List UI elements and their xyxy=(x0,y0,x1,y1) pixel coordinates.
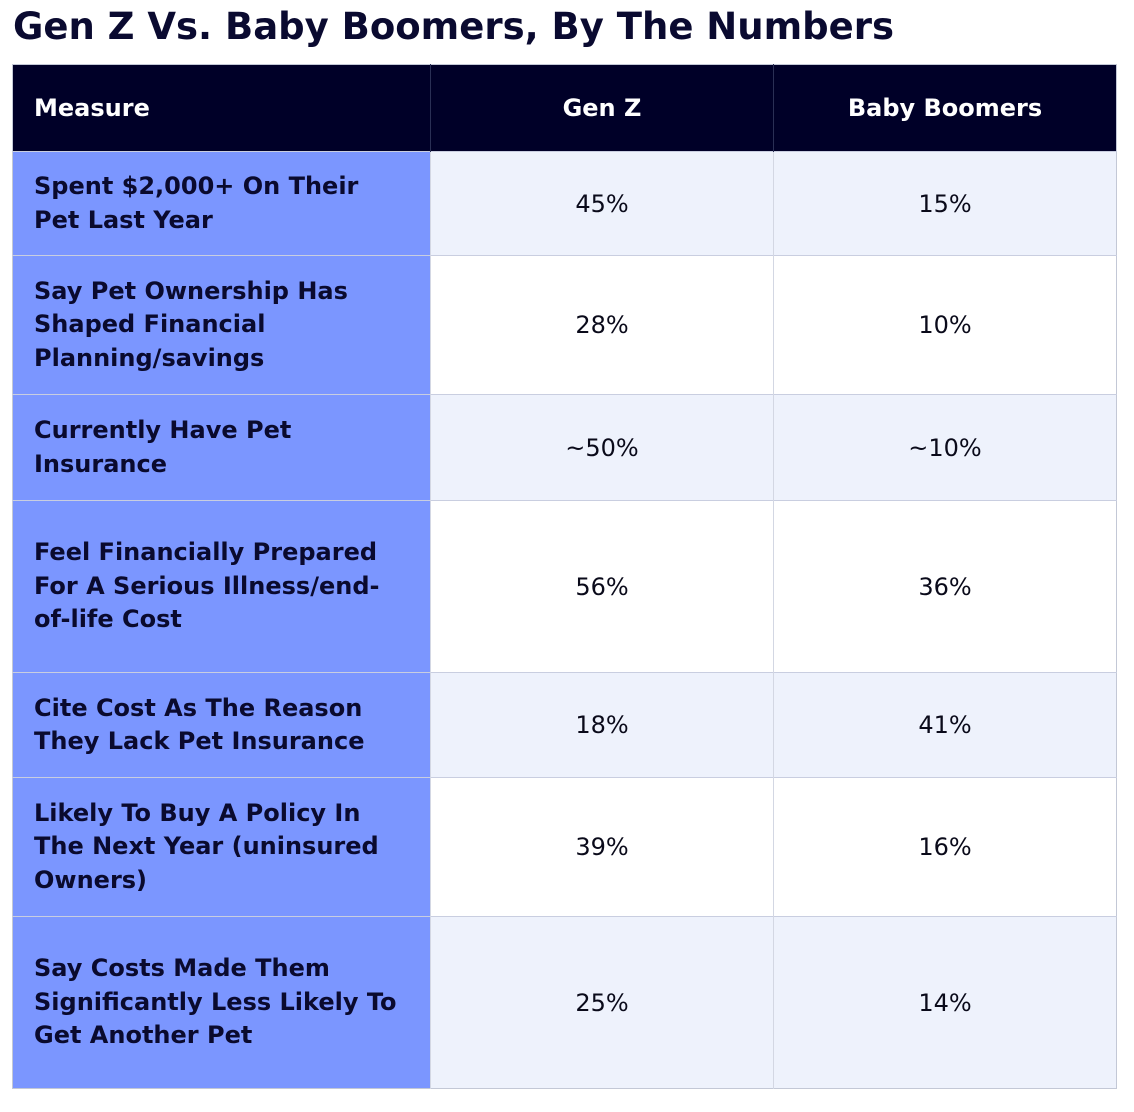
row-label: Feel Financially Prepared For A Serious … xyxy=(12,500,431,673)
boomers-value: 16% xyxy=(773,777,1117,917)
table-row: Likely To Buy A Policy In The Next Year … xyxy=(12,777,1117,917)
header-row: Measure Gen Z Baby Boomers xyxy=(12,64,1117,152)
gen-z-value: 25% xyxy=(430,916,774,1089)
row-label: Say Costs Made Them Significantly Less L… xyxy=(12,916,431,1089)
row-label: Likely To Buy A Policy In The Next Year … xyxy=(12,777,431,917)
row-label: Cite Cost As The Reason They Lack Pet In… xyxy=(12,672,431,778)
column-header-measure: Measure xyxy=(12,64,431,152)
data-table: Measure Gen Z Baby Boomers Spent $2,000+… xyxy=(12,64,1117,1089)
table-row: Cite Cost As The Reason They Lack Pet In… xyxy=(12,672,1117,778)
column-header-gen-z: Gen Z xyxy=(430,64,774,152)
gen-z-value: 56% xyxy=(430,500,774,673)
row-label: Say Pet Ownership Has Shaped Financial P… xyxy=(12,255,431,395)
page-title: Gen Z Vs. Baby Boomers, By The Numbers xyxy=(13,5,895,48)
boomers-value: 36% xyxy=(773,500,1117,673)
gen-z-value: 45% xyxy=(430,151,774,256)
boomers-value: 10% xyxy=(773,255,1117,395)
table-row: Spent $2,000+ On Their Pet Last Year 45%… xyxy=(12,151,1117,256)
table-row: Say Costs Made Them Significantly Less L… xyxy=(12,916,1117,1089)
gen-z-value: 39% xyxy=(430,777,774,917)
row-label: Currently Have Pet Insurance xyxy=(12,394,431,501)
boomers-value: ~10% xyxy=(773,394,1117,501)
table-row: Feel Financially Prepared For A Serious … xyxy=(12,500,1117,673)
table-row: Say Pet Ownership Has Shaped Financial P… xyxy=(12,255,1117,395)
boomers-value: 41% xyxy=(773,672,1117,778)
row-label: Spent $2,000+ On Their Pet Last Year xyxy=(12,151,431,256)
column-header-baby-boomers: Baby Boomers xyxy=(773,64,1117,152)
table-row: Currently Have Pet Insurance ~50% ~10% xyxy=(12,394,1117,501)
gen-z-value: ~50% xyxy=(430,394,774,501)
boomers-value: 14% xyxy=(773,916,1117,1089)
gen-z-value: 18% xyxy=(430,672,774,778)
gen-z-value: 28% xyxy=(430,255,774,395)
boomers-value: 15% xyxy=(773,151,1117,256)
